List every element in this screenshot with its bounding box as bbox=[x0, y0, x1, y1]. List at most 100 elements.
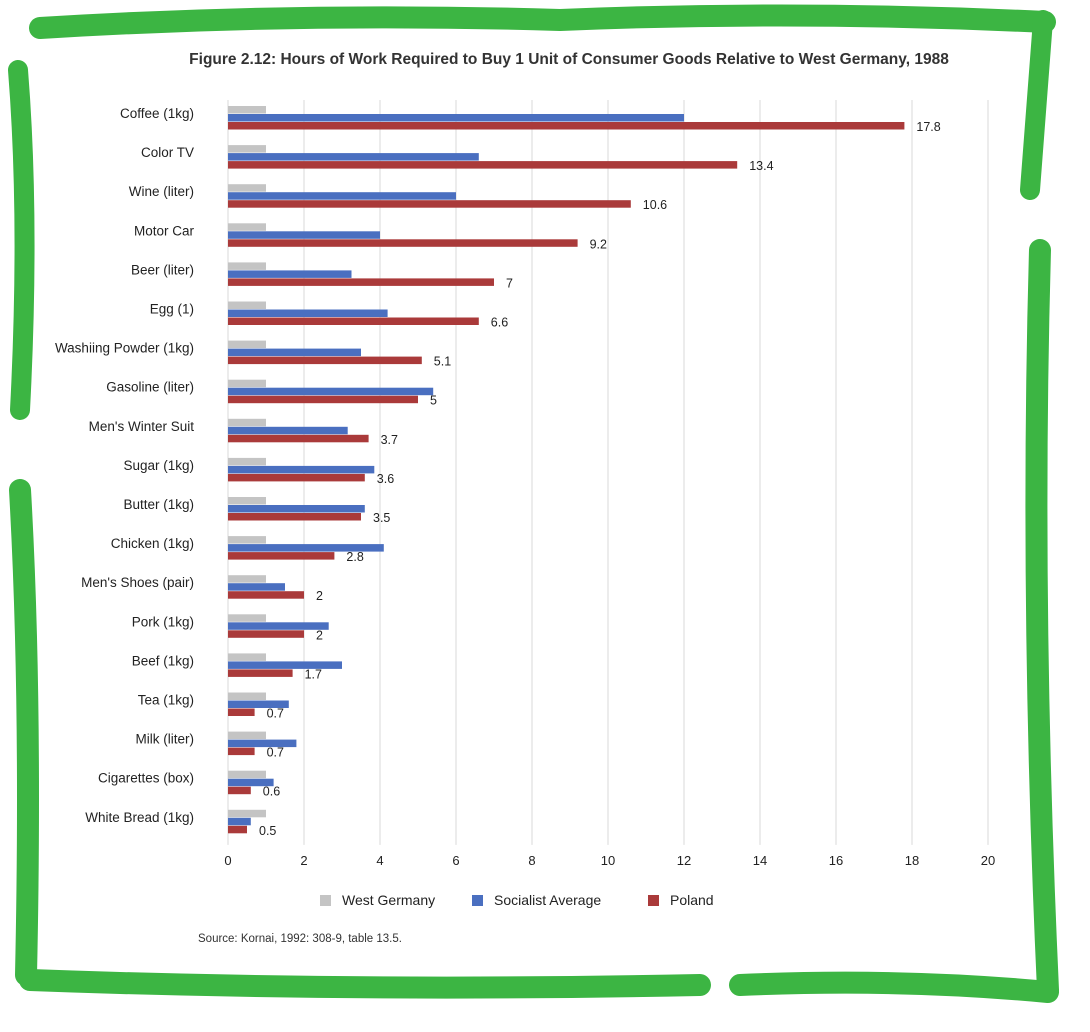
bar-poland-beef-1kg bbox=[228, 669, 293, 677]
bar-west-germany-milk-liter bbox=[228, 731, 266, 740]
bar-poland-washiing-powder-1kg bbox=[228, 356, 422, 365]
legend-label-west-germany: West Germany bbox=[342, 892, 435, 908]
bar-socialist-average-coffee-1kg bbox=[228, 114, 684, 122]
bar-west-germany-wine-liter bbox=[228, 184, 266, 192]
grid-lines bbox=[227, 100, 989, 845]
data-label-butter-1kg: 3.5 bbox=[373, 511, 390, 525]
bar-socialist-average-beer-liter bbox=[228, 270, 352, 278]
data-label-gasoline-liter: 5 bbox=[430, 394, 437, 408]
x-tick-label-6: 6 bbox=[452, 853, 459, 868]
data-label-motor-car: 9.2 bbox=[590, 237, 607, 251]
data-labels: 17.8 13.4 10.6 9.2 7 6.6 5.1 5 3.7 3.6 3.5 2.8 2 2 1.7… bbox=[259, 120, 941, 838]
bar-west-germany-sugar-1kg bbox=[228, 457, 266, 466]
legend-swatch-socialist-average bbox=[472, 895, 483, 906]
category-label-milk-liter: Milk (liter) bbox=[136, 732, 195, 747]
bar-poland-milk-liter bbox=[228, 747, 255, 756]
data-label-wine-liter: 10.6 bbox=[643, 198, 667, 212]
category-label-coffee-1kg: Coffee (1kg) bbox=[120, 106, 194, 121]
x-tick-label-10: 10 bbox=[601, 853, 615, 868]
data-label-milk-liter: 0.7 bbox=[267, 746, 284, 760]
data-label-pork-1kg: 2 bbox=[316, 628, 323, 642]
bar-poland-egg-1 bbox=[228, 317, 479, 325]
bar-socialist-average-egg-1 bbox=[228, 309, 388, 317]
bar-socialist-average-men-s-winter-suit bbox=[228, 426, 348, 435]
bar-socialist-average-men-s-shoes-pair bbox=[228, 583, 285, 591]
data-label-color-tv: 13.4 bbox=[749, 159, 773, 173]
x-tick-label-4: 4 bbox=[376, 853, 383, 868]
data-label-egg-1: 6.6 bbox=[491, 316, 508, 330]
bar-socialist-average-washiing-powder-1kg bbox=[228, 348, 361, 357]
source-note: Source: Kornai, 1992: 308-9, table 13.5. bbox=[198, 933, 402, 945]
bar-poland-coffee-1kg bbox=[228, 122, 905, 130]
category-label-gasoline-liter: Gasoline (liter) bbox=[106, 380, 194, 395]
bar-poland-cigarettes-box bbox=[228, 786, 251, 795]
bar-socialist-average-chicken-1kg bbox=[228, 544, 384, 552]
category-label-white-bread-1kg: White Bread (1kg) bbox=[85, 810, 194, 825]
bar-west-germany-butter-1kg bbox=[228, 497, 266, 505]
bar-poland-white-bread-1kg bbox=[228, 825, 247, 834]
frame-top-stroke bbox=[29, 4, 1056, 39]
bar-socialist-average-wine-liter bbox=[228, 192, 456, 200]
bar-west-germany-tea-1kg bbox=[228, 692, 266, 700]
bar-poland-chicken-1kg bbox=[228, 552, 335, 560]
frame-bottom-right-stroke bbox=[729, 971, 1059, 1003]
x-tick-label-16: 16 bbox=[829, 853, 843, 868]
chart-title: Figure 2.12: Hours of Work Required to B… bbox=[189, 51, 949, 68]
x-tick-label-20: 20 bbox=[981, 853, 995, 868]
bar-west-germany-men-s-winter-suit bbox=[228, 418, 266, 427]
bar-socialist-average-butter-1kg bbox=[228, 505, 365, 513]
bar-poland-tea-1kg bbox=[228, 708, 255, 716]
category-labels: Coffee (1kg) Color TV Wine (liter) Motor Ca… bbox=[55, 106, 195, 825]
category-label-tea-1kg: Tea (1kg) bbox=[138, 693, 194, 708]
category-label-egg-1: Egg (1) bbox=[150, 302, 194, 317]
data-label-sugar-1kg: 3.6 bbox=[377, 472, 394, 486]
bar-socialist-average-color-tv bbox=[228, 153, 479, 161]
data-label-men-s-shoes-pair: 2 bbox=[316, 589, 323, 603]
x-tick-label-0: 0 bbox=[224, 853, 231, 868]
bar-socialist-average-milk-liter bbox=[228, 739, 297, 748]
legend-swatch-west-germany bbox=[320, 895, 331, 906]
data-label-beef-1kg: 1.7 bbox=[305, 667, 322, 681]
bar-west-germany-motor-car bbox=[228, 223, 266, 231]
bar-socialist-average-motor-car bbox=[228, 231, 380, 239]
category-label-pork-1kg: Pork (1kg) bbox=[132, 614, 194, 629]
bar-west-germany-white-bread-1kg bbox=[228, 809, 266, 818]
bar-socialist-average-cigarettes-box bbox=[228, 778, 274, 787]
bar-poland-motor-car bbox=[228, 239, 578, 247]
bar-west-germany-chicken-1kg bbox=[228, 536, 266, 544]
bar-socialist-average-white-bread-1kg bbox=[228, 817, 251, 826]
bar-west-germany-beer-liter bbox=[228, 262, 266, 270]
x-tick-label-14: 14 bbox=[753, 853, 767, 868]
bar-west-germany-egg-1 bbox=[228, 301, 266, 309]
bar-west-germany-cigarettes-box bbox=[228, 770, 266, 779]
bar-west-germany-washiing-powder-1kg bbox=[228, 340, 266, 349]
bar-socialist-average-pork-1kg bbox=[228, 622, 329, 630]
category-label-men-s-winter-suit: Men's Winter Suit bbox=[89, 419, 195, 434]
data-label-tea-1kg: 0.7 bbox=[267, 707, 284, 721]
bar-socialist-average-tea-1kg bbox=[228, 700, 289, 708]
category-label-washiing-powder-1kg: Washiing Powder (1kg) bbox=[55, 341, 194, 356]
category-label-butter-1kg: Butter (1kg) bbox=[123, 497, 194, 512]
bar-poland-men-s-shoes-pair bbox=[228, 591, 304, 599]
data-label-men-s-winter-suit: 3.7 bbox=[381, 433, 398, 447]
category-label-color-tv: Color TV bbox=[141, 145, 194, 160]
frame-right-lower-stroke bbox=[1025, 239, 1059, 1001]
category-label-chicken-1kg: Chicken (1kg) bbox=[111, 536, 194, 551]
category-label-sugar-1kg: Sugar (1kg) bbox=[123, 458, 194, 473]
frame-right-upper-stroke bbox=[1020, 10, 1053, 200]
bar-poland-pork-1kg bbox=[228, 630, 304, 638]
category-label-motor-car: Motor Car bbox=[134, 223, 195, 238]
frame-left-lower-stroke bbox=[9, 479, 39, 986]
frame-bottom-left-stroke bbox=[19, 969, 711, 999]
category-label-beer-liter: Beer (liter) bbox=[131, 262, 194, 277]
bar-socialist-average-beef-1kg bbox=[228, 661, 342, 669]
x-tick-label-2: 2 bbox=[300, 853, 307, 868]
x-tick-label-12: 12 bbox=[677, 853, 691, 868]
category-label-beef-1kg: Beef (1kg) bbox=[132, 653, 194, 668]
data-label-cigarettes-box: 0.6 bbox=[263, 785, 280, 799]
data-label-washiing-powder-1kg: 5.1 bbox=[434, 355, 451, 369]
category-label-cigarettes-box: Cigarettes (box) bbox=[98, 771, 194, 786]
frame-left-upper-stroke bbox=[8, 60, 35, 420]
